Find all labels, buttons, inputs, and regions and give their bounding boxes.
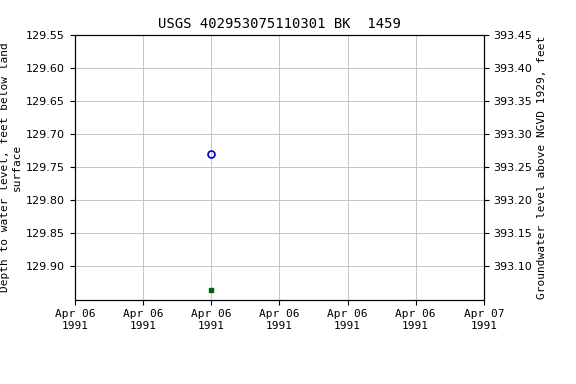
Y-axis label: Groundwater level above NGVD 1929, feet: Groundwater level above NGVD 1929, feet bbox=[537, 35, 547, 299]
Title: USGS 402953075110301 BK  1459: USGS 402953075110301 BK 1459 bbox=[158, 17, 401, 31]
Y-axis label: Depth to water level, feet below land
surface: Depth to water level, feet below land su… bbox=[1, 42, 22, 292]
